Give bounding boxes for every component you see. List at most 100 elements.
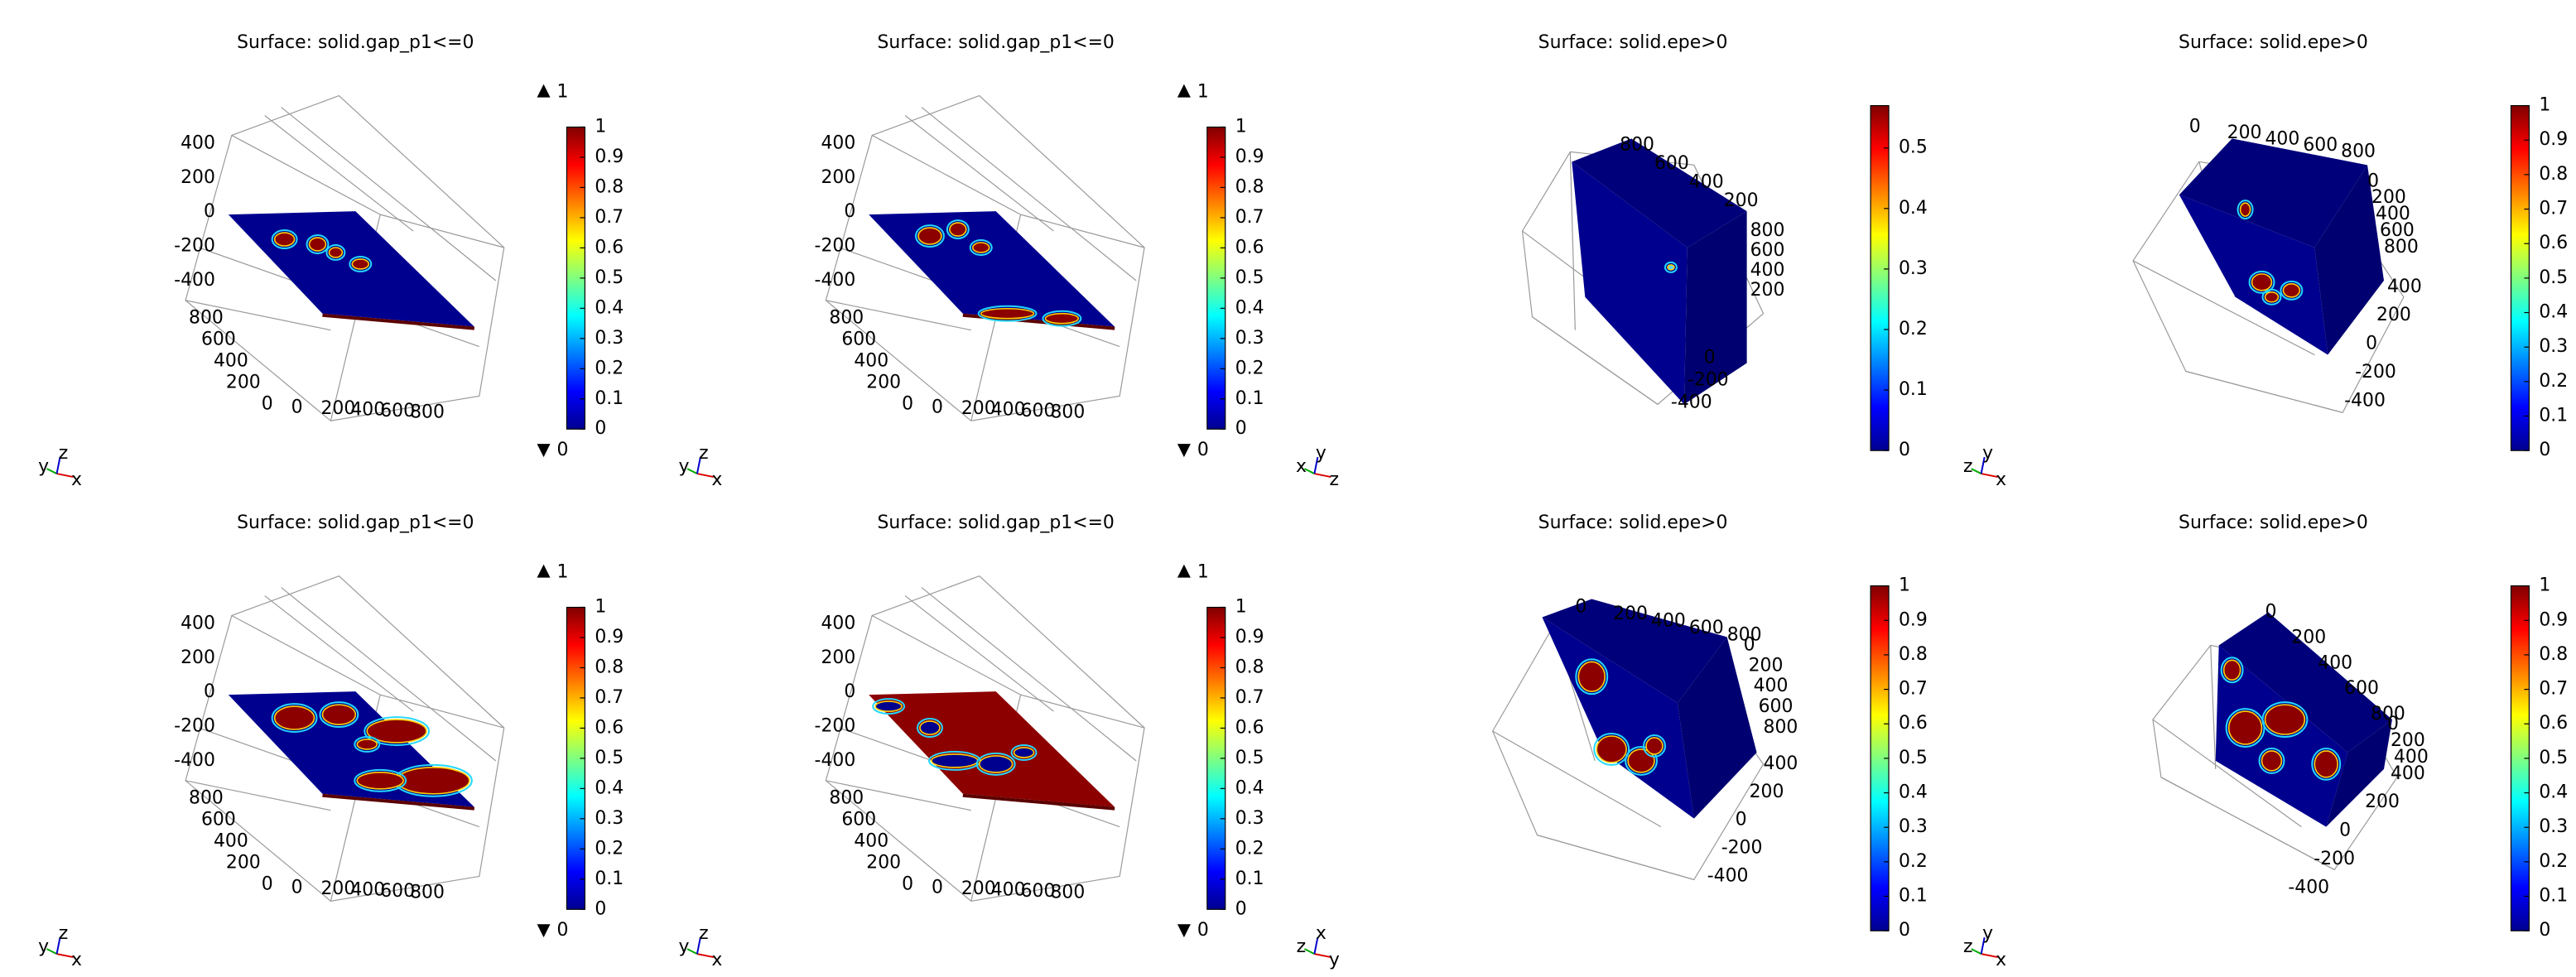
axis-tick-label: -200 <box>815 716 856 737</box>
axis-tick-label: 0 <box>2189 116 2201 137</box>
field-region <box>329 248 342 257</box>
colorbar-tick-label: 0.2 <box>2539 851 2568 872</box>
colorbar-tick-label: 0.2 <box>2539 371 2568 392</box>
colorbar-tick-label: 0.5 <box>1235 748 1264 768</box>
axis-tick-label: 600 <box>1689 618 1724 638</box>
field-region <box>875 701 902 711</box>
axis-tick-label: 200 <box>2376 305 2411 325</box>
axis-tick-label: 400 <box>2318 652 2352 673</box>
field-region <box>1596 736 1626 763</box>
surface-plane <box>869 691 1115 807</box>
axis-tick-label: -400 <box>2344 390 2386 411</box>
wireframe-line <box>1537 835 1693 880</box>
axis-tick-label: -200 <box>1721 838 1763 859</box>
axis-tick-label: 0 <box>902 874 913 894</box>
axis-tick-label: 600 <box>841 810 876 830</box>
colorbar-tick-label: 0.6 <box>2539 233 2568 253</box>
colorbar-tick-label: 0.5 <box>2539 267 2568 288</box>
colorbar-tick-label: 0 <box>595 898 606 919</box>
axis-tick-label: 400 <box>214 831 248 852</box>
axis-tick-label: -200 <box>2355 362 2396 383</box>
axis-tick-label: 200 <box>2291 627 2326 647</box>
axis-tick-label: 0 <box>1736 810 1747 830</box>
colorbar-tick-label: 0.9 <box>595 147 624 167</box>
axis-tick-label: 200 <box>1749 655 1784 676</box>
triad-label: z <box>1963 936 1973 957</box>
axis-tick-label: 200 <box>181 647 215 668</box>
axis-tick-label: -400 <box>174 270 215 291</box>
plot-panel: Surface: solid.gap_p1<=04002000-200-4008… <box>38 513 624 970</box>
colorbar-tick-label: 0.3 <box>595 328 624 349</box>
axis-tick-label: 400 <box>214 351 248 372</box>
triad-x <box>1314 474 1331 477</box>
colorbar-tick-label: 0.6 <box>595 237 624 257</box>
axis-tick-label: 400 <box>854 831 888 852</box>
axis-tick-label: 0 <box>932 877 943 898</box>
axis-tick-label: -200 <box>174 716 215 737</box>
colorbar-tick-label: 0.1 <box>1899 886 1928 907</box>
field-region <box>275 706 315 729</box>
field-region <box>352 259 368 269</box>
plot-panel: Surface: solid.epe>002004006008000200400… <box>1297 513 1928 970</box>
page: {"panels": [ {"title": "Surface: solid.g… <box>0 0 2576 977</box>
wireframe-line <box>2186 371 2342 412</box>
colorbar-tick-label: 0.8 <box>1899 644 1928 665</box>
axis-tick-label: 400 <box>1689 172 1724 193</box>
axis-tick-label: 600 <box>1654 153 1689 174</box>
max-indicator <box>537 84 551 98</box>
colorbar-tick-label: 0.5 <box>1235 267 1264 288</box>
colorbar-tick-label: 0.7 <box>1899 679 1928 700</box>
colorbar-tick-label: 0 <box>1235 898 1247 919</box>
axis-tick-label: 600 <box>841 330 876 350</box>
axis-tick-label: 800 <box>410 882 445 902</box>
triad-label: x <box>71 950 82 970</box>
triad-label: x <box>1316 923 1327 944</box>
colorbar-tick-label: 1 <box>1235 116 1247 137</box>
axis-tick-label: -200 <box>815 235 856 256</box>
colorbar-tick-label: 0.9 <box>1235 147 1264 167</box>
axis-tick-label: 400 <box>181 613 215 633</box>
axis-tick-label: 400 <box>181 132 215 153</box>
axis-tick-label: 600 <box>201 330 236 350</box>
colorbar-tick-label: 0.5 <box>595 267 624 288</box>
colorbar-tick-label: 0.3 <box>1899 258 1928 279</box>
axis-tick-label: 400 <box>1754 676 1789 696</box>
min-indicator <box>537 444 551 457</box>
triad-label: y <box>1329 950 1340 970</box>
colorbar-tick-label: 0.5 <box>2539 748 2568 768</box>
triad-label: y <box>38 456 49 477</box>
axis-tick-label: 600 <box>2344 678 2379 699</box>
min-indicator <box>1177 444 1191 457</box>
axis-tick-label: 0 <box>1704 348 1716 368</box>
axis-tick-label: 400 <box>821 132 855 153</box>
max-indicator <box>1177 565 1191 578</box>
triad-label: x <box>1996 469 2006 490</box>
triad-label: z <box>1297 936 1307 957</box>
colorbar-tick-label: 0.3 <box>595 808 624 829</box>
axis-tick-label: -200 <box>174 235 215 256</box>
colorbar-tick-label: 1 <box>2539 575 2550 596</box>
triad-label: x <box>1996 950 2006 970</box>
field-region <box>980 756 1013 772</box>
colorbar-tick-label: 0.1 <box>2539 405 2568 426</box>
axis-tick-label: 0 <box>2366 334 2377 354</box>
axis-tick-label: 200 <box>1613 604 1648 624</box>
axis-tick-label: 400 <box>854 351 888 372</box>
axis-tick-label: 800 <box>829 308 864 329</box>
colorbar-tick-label: 0.4 <box>595 777 624 798</box>
colorbar-tick-label: 0.2 <box>1235 358 1264 378</box>
axis-tick-label: 0 <box>204 201 215 222</box>
axis-tick-label: -400 <box>1707 865 1749 886</box>
panel-title: Surface: solid.epe>0 <box>2179 32 2368 53</box>
field-region <box>1578 662 1605 691</box>
axis-tick-label: 800 <box>410 402 445 422</box>
colorbar-tick-label: 0.8 <box>1235 176 1264 197</box>
colorbar-tick-label: 0 <box>1899 920 1910 941</box>
colorbar-tick-label: 0.9 <box>595 627 624 647</box>
panel-title: Surface: solid.gap_p1<=0 <box>878 513 1115 533</box>
colorbar-tick-label: 0.4 <box>1899 198 1928 219</box>
panel-title: Surface: solid.epe>0 <box>1538 32 1728 53</box>
colorbar-tick-label: 0.8 <box>2539 164 2568 185</box>
axis-tick-label: 200 <box>866 852 901 873</box>
colorbar-tick-label: 0.9 <box>1899 609 1928 630</box>
